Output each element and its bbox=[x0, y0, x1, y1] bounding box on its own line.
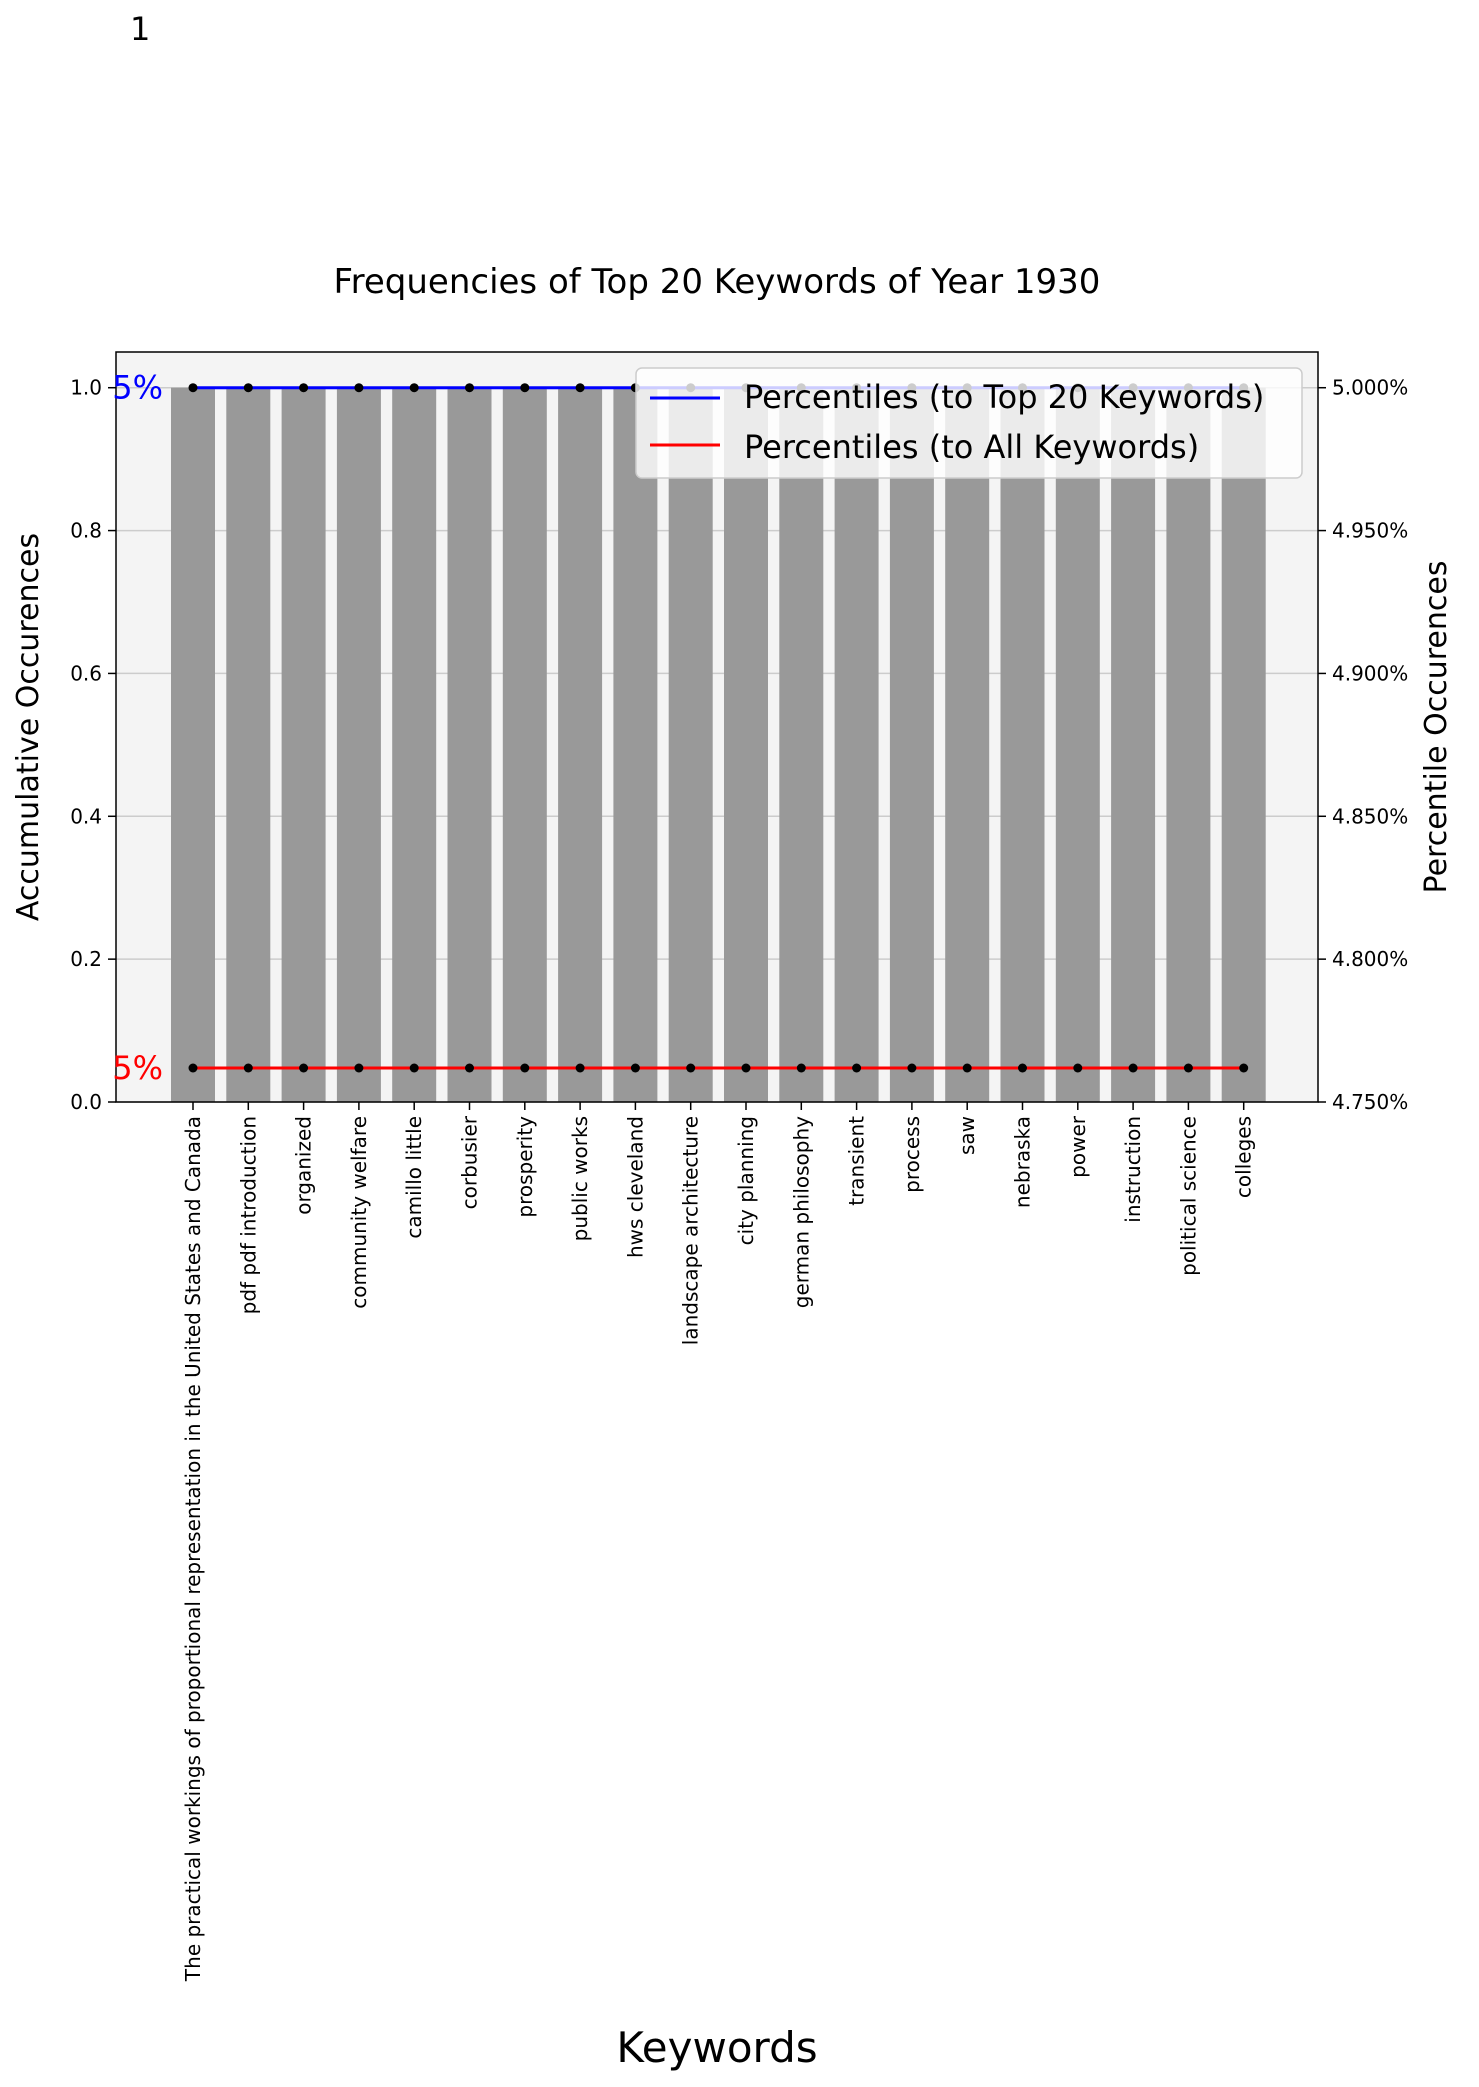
bar bbox=[1055, 387, 1100, 1102]
series-edge-label: 5% bbox=[112, 1049, 163, 1087]
x-tick-label: landscape architecture bbox=[679, 1116, 703, 1345]
plot-frame bbox=[115, 351, 1319, 1103]
x-tick-label: pdf pdf introduction bbox=[236, 1116, 260, 1314]
bar bbox=[613, 387, 658, 1102]
x-tick-label: camillo little bbox=[402, 1116, 426, 1239]
bar bbox=[889, 387, 934, 1102]
y2-tick-label: 4.750% bbox=[1332, 1090, 1408, 1114]
x-tick-label: corbusier bbox=[458, 1115, 482, 1209]
y2-tick-label: 4.850% bbox=[1332, 804, 1408, 828]
x-tick-label: german philosophy bbox=[789, 1116, 813, 1308]
x-tick-label: public works bbox=[568, 1116, 592, 1241]
series-point bbox=[907, 1063, 917, 1073]
bar bbox=[336, 387, 381, 1102]
y-tick-label: 0.8 bbox=[70, 519, 102, 543]
series-point bbox=[243, 383, 253, 393]
series-point bbox=[409, 383, 419, 393]
x-tick-label: city planning bbox=[734, 1116, 758, 1245]
y-tick-label: 0.2 bbox=[70, 947, 102, 971]
series-point bbox=[465, 1063, 474, 1073]
bar bbox=[558, 387, 603, 1102]
y-tick-label: 0.6 bbox=[70, 661, 102, 685]
bar bbox=[779, 387, 824, 1102]
series-point bbox=[1239, 1063, 1249, 1073]
x-tick-label: hws cleveland bbox=[623, 1116, 647, 1258]
y2-tick-label: 4.950% bbox=[1332, 519, 1408, 543]
series-point bbox=[299, 383, 309, 393]
chart-title: Frequencies of Top 20 Keywords of Year 1… bbox=[334, 262, 1101, 302]
series-point bbox=[188, 383, 198, 393]
x-tick-label: process bbox=[900, 1116, 924, 1193]
series-point bbox=[1183, 1063, 1193, 1073]
series-point bbox=[686, 1063, 696, 1073]
legend-label-top20: Percentiles (to Top 20 Keywords) bbox=[744, 378, 1264, 416]
bar bbox=[226, 387, 271, 1102]
series-point bbox=[1073, 1063, 1083, 1073]
series-point bbox=[299, 1063, 309, 1073]
y-tick-label: 0.0 bbox=[70, 1090, 102, 1114]
bar bbox=[724, 387, 768, 1102]
series-point bbox=[575, 383, 585, 393]
bar bbox=[1221, 387, 1266, 1102]
series-point bbox=[852, 1063, 862, 1073]
bar bbox=[447, 387, 492, 1102]
series-point bbox=[796, 1063, 806, 1073]
y2-axis-ticks: 4.750% 4.800% 4.850% 4.900% 4.950% 5.000% bbox=[1318, 376, 1408, 1114]
series-point bbox=[354, 383, 364, 393]
x-tick-label: power bbox=[1066, 1115, 1090, 1178]
y-tick-label: 0.4 bbox=[70, 804, 102, 828]
x-tick-label: instruction bbox=[1121, 1116, 1145, 1223]
x-axis-ticks: The practical workings of proportional r… bbox=[181, 1102, 1256, 1982]
y-axis-label: Accumulative Occurences bbox=[11, 533, 46, 921]
bar bbox=[502, 387, 547, 1102]
legend-label-all: Percentiles (to All Keywords) bbox=[744, 428, 1199, 466]
bar bbox=[1000, 387, 1045, 1102]
bar bbox=[171, 387, 215, 1102]
y-axis-ticks: 0.0 0.2 0.4 0.6 0.8 1.0 bbox=[70, 376, 116, 1114]
series-point bbox=[575, 1063, 585, 1073]
x-tick-label: prosperity bbox=[513, 1116, 537, 1218]
x-tick-label: nebraska bbox=[1011, 1116, 1035, 1208]
page-number: 1 bbox=[130, 10, 150, 48]
bar bbox=[834, 387, 879, 1102]
y2-tick-label: 4.900% bbox=[1332, 661, 1408, 685]
series-point bbox=[1018, 1063, 1027, 1073]
x-tick-label: community welfare bbox=[347, 1116, 371, 1309]
x-tick-label: colleges bbox=[1232, 1116, 1256, 1198]
series-point bbox=[188, 1063, 198, 1073]
series-point bbox=[630, 1063, 640, 1073]
series-edge-labels: 5% 5% bbox=[112, 369, 163, 1087]
series-point bbox=[354, 1063, 364, 1073]
y2-axis-label: Percentile Occurences bbox=[1419, 561, 1454, 894]
x-tick-label: political science bbox=[1176, 1116, 1200, 1276]
legend: Percentiles (to Top 20 Keywords) Percent… bbox=[635, 367, 1303, 479]
series-point bbox=[409, 1063, 419, 1073]
y2-tick-label: 5.000% bbox=[1332, 376, 1408, 400]
series-point bbox=[465, 383, 474, 393]
bar bbox=[392, 387, 437, 1102]
series-edge-label: 5% bbox=[112, 369, 163, 407]
x-tick-label: The practical workings of proportional r… bbox=[181, 1116, 205, 1982]
series-point bbox=[520, 1063, 530, 1073]
x-tick-label: transient bbox=[845, 1116, 869, 1206]
x-axis-label: Keywords bbox=[616, 2023, 817, 2072]
bar bbox=[1111, 387, 1156, 1102]
series-point bbox=[243, 1063, 253, 1073]
series-point bbox=[962, 1063, 972, 1073]
x-tick-label: organized bbox=[292, 1116, 316, 1215]
y-tick-label: 1.0 bbox=[70, 376, 102, 400]
x-tick-label: saw bbox=[955, 1116, 979, 1155]
bar bbox=[281, 387, 326, 1102]
bars bbox=[171, 387, 1266, 1102]
bar bbox=[668, 387, 713, 1102]
y2-tick-label: 4.800% bbox=[1332, 947, 1408, 971]
series-point bbox=[1128, 1063, 1138, 1073]
series-point bbox=[741, 1063, 751, 1073]
bar bbox=[945, 387, 990, 1102]
legend-box bbox=[635, 367, 1303, 479]
series-point bbox=[520, 383, 530, 393]
bar bbox=[1166, 387, 1211, 1102]
